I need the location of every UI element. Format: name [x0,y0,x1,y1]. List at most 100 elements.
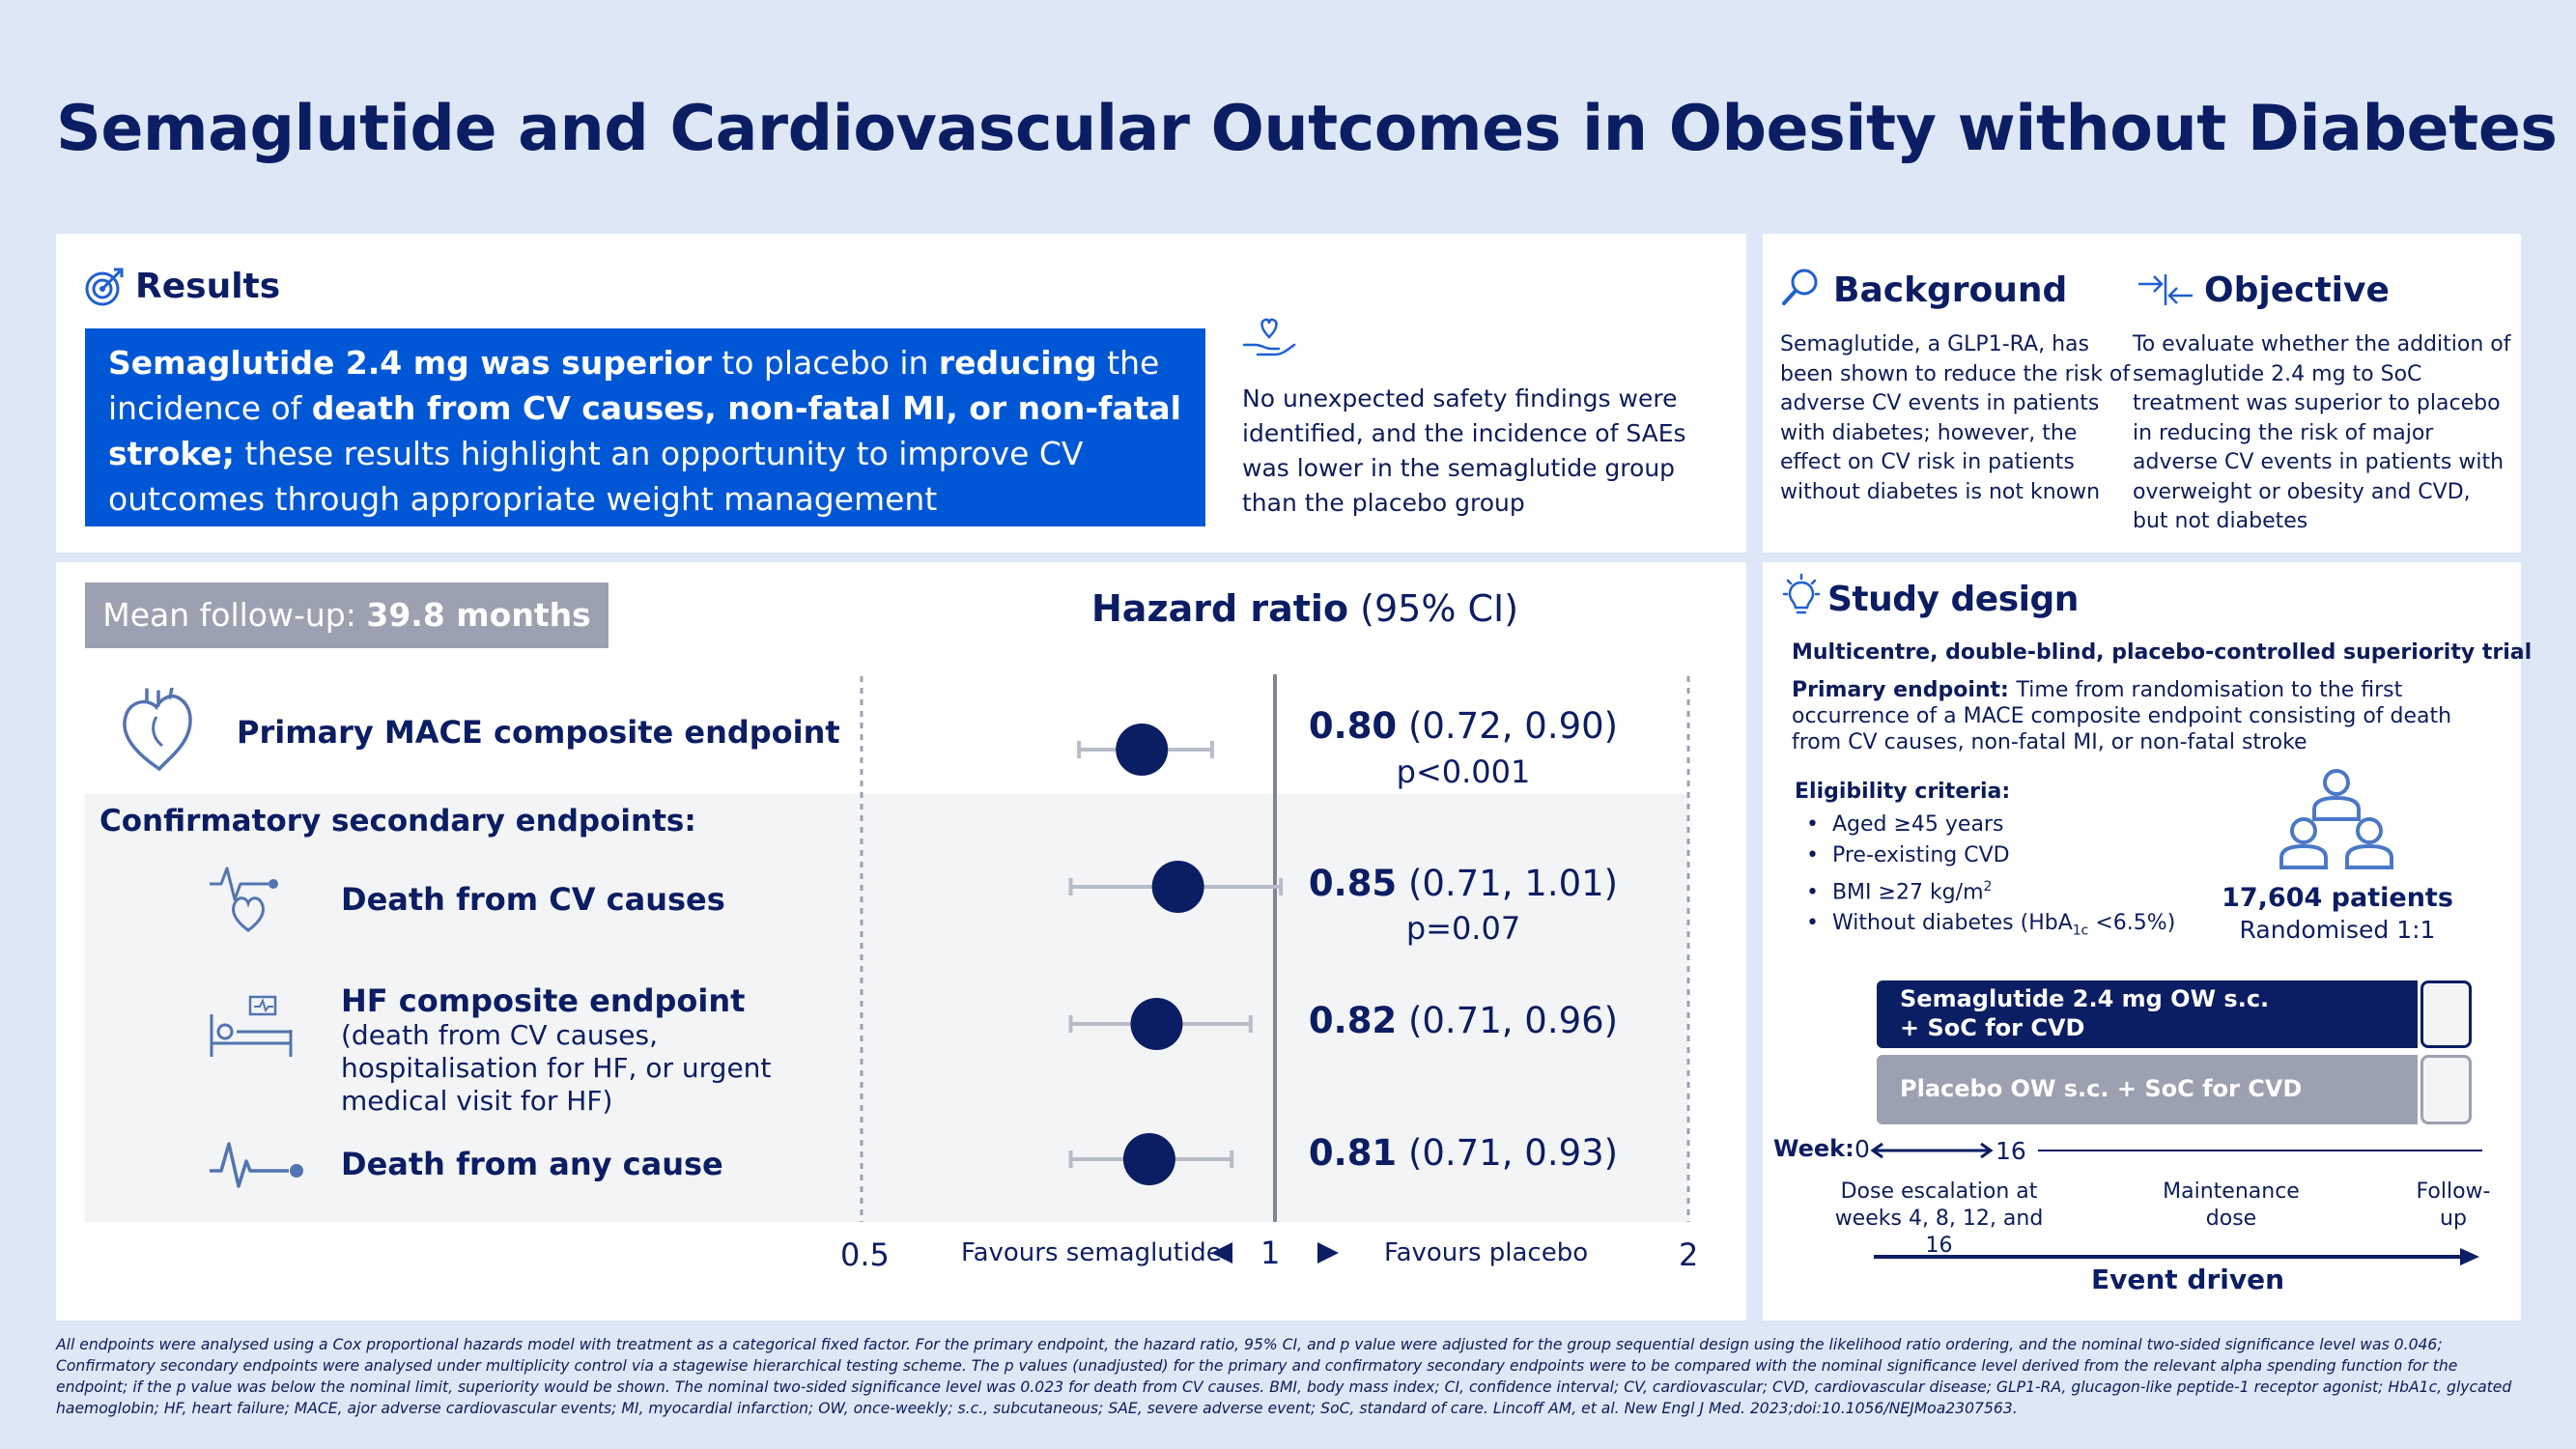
secondary-heading: Confirmatory secondary endpoints: [99,804,696,838]
arrow-right-icon [1317,1242,1339,1264]
arm-semaglutide-line1: Semaglutide 2.4 mg OW s.c. [1900,985,2270,1012]
phase-dose-escalation: Dose escalation at weeks 4, 8, 12, and 1… [1834,1179,2044,1258]
arm-semaglutide-bar [1877,980,2418,1048]
endpoint-sub-hf: (death from CV causes, hospitalisation f… [341,1019,772,1117]
hand-heart-icon [1242,318,1296,356]
objective-arrows-icon [2138,274,2193,305]
arm-placebo-bar [1877,1055,2418,1124]
eligibility-item: • Without diabetes (HbA1c <6.5%) [1806,911,2176,939]
arrow-left-icon [1211,1242,1232,1264]
x-tick-1: 1 [1260,1235,1281,1271]
p-value-mace: p<0.001 [1396,753,1531,790]
ci-text-any-death: (0.71, 0.93) [1397,1132,1619,1174]
arm-semaglutide-label: Semaglutide 2.4 mg OW s.c. + SoC for CVD [1900,984,2269,1042]
hba-subscript: 1c [2072,923,2089,939]
bmi-superscript: 2 [1983,879,1993,895]
primary-endpoint-body: Time from randomisation to the first occ… [1792,678,2452,754]
primary-endpoint-text: Primary endpoint: Time from randomisatio… [1792,677,2506,755]
randomised-label: Randomised 1:1 [2239,916,2436,944]
week-label: Week: [1773,1135,1854,1162]
phase-follow-up: Follow-up [2416,1179,2491,1231]
followup-value: 39.8 months [366,596,591,634]
ecg-line-icon [210,1142,303,1188]
forest-plot [860,674,1690,1222]
primary-endpoint-label: Primary endpoint: [1792,678,2017,702]
hr-title-bold: Hazard ratio [1091,587,1349,630]
eligibility-heading: Eligibility criteria: [1795,780,2011,804]
results-heading: Results [135,267,281,306]
hazard-ratio-title: Hazard ratio (95% CI) [1091,587,1518,630]
hr-value-mace: 0.80 (0.72, 0.90) [1275,705,1652,747]
hr-bold-hf: 0.82 [1308,1000,1398,1041]
eligibility-item-text: BMI ≥27 kg/m [1831,880,1984,905]
arm-semaglutide-end [2420,980,2472,1048]
hr-point [1122,1133,1175,1185]
hr-bold-cv-death: 0.85 [1308,863,1398,904]
highlight-part-3: reducing [938,344,1097,382]
endpoint-label-cv-death: Death from CV causes [341,881,725,918]
highlight-part-4: the incidence of [108,344,1160,427]
arm-placebo-end [2420,1055,2472,1124]
highlight-part-1: Semaglutide 2.4 mg was superior [108,344,712,382]
week-16: 16 [1996,1137,2026,1165]
followup-label: Mean follow-up: [102,596,367,634]
p-value-cv-death: p=0.07 [1405,910,1521,947]
highlight-part-5: death from CV causes, non-fatal MI, or n… [108,389,1181,472]
secondary-shade [85,794,1688,1222]
hr-bold-mace: 0.80 [1308,705,1398,747]
patients-icon [2279,769,2393,869]
hospital-bed-icon [210,995,293,1057]
eligibility-item-text: Aged ≥45 years [1831,812,2004,837]
background-text: Semaglutide, a GLP1-RA, has been shown t… [1780,332,2131,504]
arm-semaglutide-line2: + SoC for CVD [1900,1014,2085,1041]
eligibility-item: • BMI ≥27 kg/m2 [1806,879,1993,905]
objective-heading: Objective [2204,270,2390,310]
hr-title-rest: (95% CI) [1348,587,1519,630]
results-highlight: Semaglutide 2.4 mg was superior to place… [85,328,1205,526]
patients-count: 17,604 patients [2222,883,2453,913]
x-tick-2: 2 [1679,1236,1699,1273]
arm-placebo-label: Placebo OW s.c. + SoC for CVD [1900,1075,2303,1102]
favours-placebo-label: Favours placebo [1384,1238,1589,1267]
study-design-card [1763,562,2521,1321]
eligibility-item-text: Pre-existing CVD [1831,843,2010,867]
eligibility-item-text: Without diabetes (HbA [1831,911,2073,936]
week-0: 0 [1854,1135,1870,1163]
trial-type: Multicentre, double-blind, placebo-contr… [1792,640,2533,665]
x-tick-0-5: 0.5 [840,1236,890,1273]
study-design-heading: Study design [1827,580,2079,619]
hr-point [1130,998,1183,1050]
endpoint-label-any-death: Death from any cause [341,1146,723,1182]
magnifier-icon [1782,269,1818,305]
hr-value-cv-death: 0.85 (0.71, 1.01) [1275,863,1652,904]
endpoint-label-mace: Primary MACE composite endpoint [237,714,840,751]
ecg-heart-icon [210,867,278,932]
background-heading: Background [1833,270,2068,310]
eligibility-list: • Aged ≥45 years • Pre-existing CVD • BM… [1806,810,2175,947]
lightbulb-icon [1782,573,1821,614]
endpoint-label-hf: HF composite endpoint [341,982,746,1019]
followup-badge: Mean follow-up: 39.8 months [85,582,609,648]
eligibility-item: • Pre-existing CVD [1806,843,2010,867]
highlight-part-2: to placebo in [711,344,939,382]
event-driven-label: Event driven [2091,1264,2285,1295]
footnote: All endpoints were analysed using a Cox … [56,1336,2512,1417]
eligibility-item: • Aged ≥45 years [1806,812,2004,837]
target-icon [85,268,124,306]
page-title: Semaglutide and Cardiovascular Outcomes … [56,93,2558,165]
timeline-lines [1870,1142,2482,1265]
background-objective-card [1763,234,2521,553]
hr-point [1116,724,1169,776]
phase-maintenance: Maintenance dose [2163,1179,2300,1231]
ci-text-mace: (0.72, 0.90) [1397,705,1619,747]
safety-text: No unexpected safety findings were ident… [1242,384,1686,517]
heart-icon [123,688,192,772]
hr-value-any-death: 0.81 (0.71, 0.93) [1275,1132,1652,1174]
hr-bold-any-death: 0.81 [1308,1132,1398,1174]
objective-text: To evaluate whether the addition of sema… [2133,332,2511,533]
ci-text-hf: (0.71, 0.96) [1397,1000,1619,1041]
hr-value-hf: 0.82 (0.71, 0.96) [1275,1000,1652,1041]
hba-tail: <6.5%) [2088,911,2176,936]
favours-semaglutide-label: Favours semaglutide [961,1238,1222,1267]
highlight-part-6: these results highlight an opportunity t… [108,435,1084,518]
